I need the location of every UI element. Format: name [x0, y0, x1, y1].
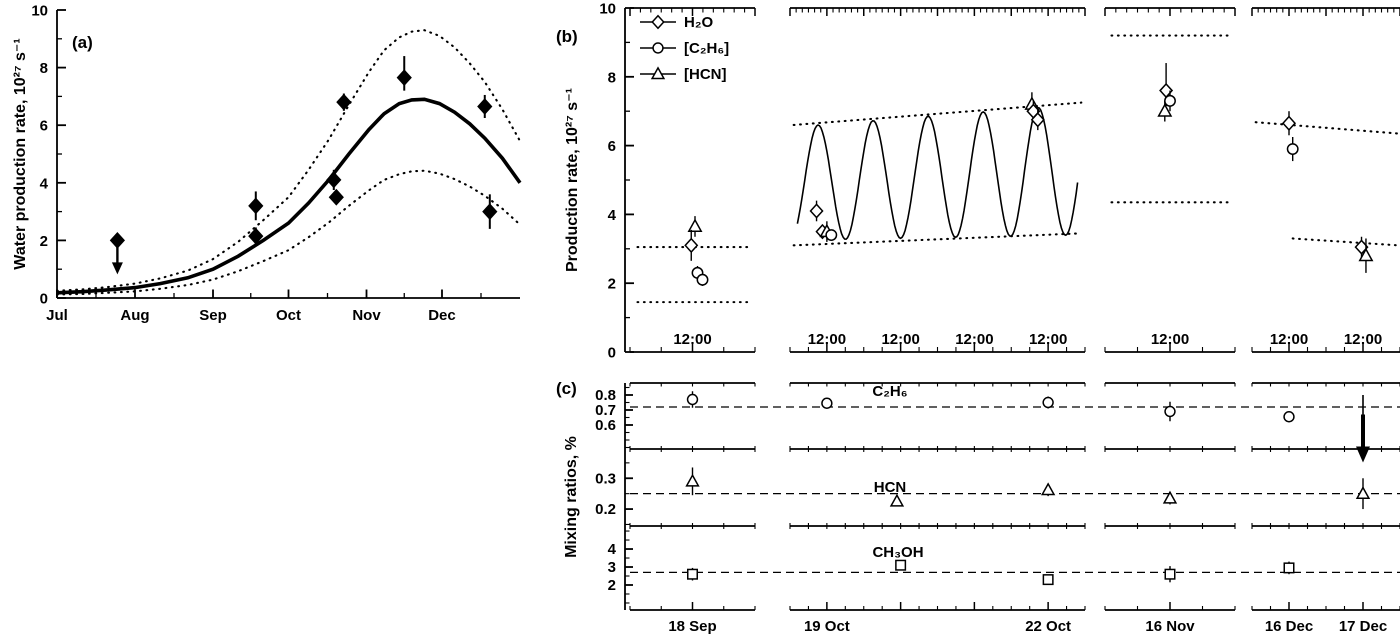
panel-b-points [684, 63, 1374, 286]
svg-text:12:00: 12:00 [1029, 331, 1067, 348]
svg-text:2: 2 [608, 276, 616, 293]
svg-text:4: 4 [608, 541, 617, 558]
svg-text:10: 10 [599, 1, 616, 18]
svg-text:2: 2 [40, 233, 48, 250]
svg-text:2: 2 [608, 577, 616, 594]
svg-text:10: 10 [31, 3, 48, 20]
svg-text:Oct: Oct [276, 307, 301, 324]
svg-text:0.6: 0.6 [595, 417, 616, 434]
panel-b-chart: 0 2 4 6 8 10 12:00 12:00 12:00 12:00 12:00 12:00 12:… [599, 1, 1400, 362]
panel-b-y-axis-title: Production rate, 10²⁷ s⁻¹ [564, 88, 581, 272]
svg-text:CH₃OH: CH₃OH [872, 544, 923, 561]
svg-text:0.7: 0.7 [595, 402, 616, 419]
panel-c-axes: 18 Sep 19 Oct 22 Oct 16 Nov 16 Dec 17 Dec0.60… [595, 382, 1400, 635]
panel-b-label: (b) [556, 27, 578, 46]
svg-text:16 Nov: 16 Nov [1145, 618, 1195, 635]
panel-b-rotation-curve [796, 106, 1079, 241]
panel-c-chart: 18 Sep 19 Oct 22 Oct 16 Nov 16 Dec 17 Dec0.60… [595, 382, 1400, 635]
svg-text:[C₂H₆]: [C₂H₆] [684, 40, 729, 57]
svg-text:12:00: 12:00 [881, 331, 919, 348]
svg-text:4: 4 [608, 207, 617, 224]
panel-a-y-axis-title: Water production rate, 10²⁷ s⁻¹ [12, 38, 29, 270]
svg-text:0.3: 0.3 [595, 470, 616, 487]
svg-text:Dec: Dec [428, 307, 456, 324]
svg-text:0: 0 [608, 345, 616, 362]
panel-a-axes: 0 2 4 6 8 10 Jul Aug Sep Oct Nov Dec [31, 3, 520, 324]
svg-text:22 Oct: 22 Oct [1025, 618, 1071, 635]
svg-text:6: 6 [40, 118, 48, 135]
panel-c-points [685, 391, 1371, 586]
svg-text:12:00: 12:00 [955, 331, 993, 348]
panel-c-dashed-guides [630, 406, 1400, 574]
svg-text:3: 3 [608, 559, 616, 576]
svg-text:17 Dec: 17 Dec [1339, 618, 1387, 635]
panel-b-dotted-guides [636, 34, 1400, 304]
svg-text:0.2: 0.2 [595, 501, 616, 518]
svg-text:Aug: Aug [120, 307, 149, 324]
panel-b-legend: H₂O [C₂H₆] [HCN] [640, 14, 729, 83]
svg-text:12:00: 12:00 [1151, 331, 1189, 348]
svg-text:0: 0 [40, 291, 48, 308]
panel-a-chart: 0 2 4 6 8 10 Jul Aug Sep Oct Nov Dec [31, 3, 522, 324]
svg-text:16 Dec: 16 Dec [1265, 618, 1313, 635]
svg-text:Jul: Jul [46, 307, 68, 324]
svg-text:Nov: Nov [352, 307, 381, 324]
svg-text:8: 8 [608, 69, 616, 86]
svg-text:18 Sep: 18 Sep [668, 618, 716, 635]
panel-b-axes: 0 2 4 6 8 10 12:00 12:00 12:00 12:00 12:00 12:00 12:… [599, 1, 1400, 362]
svg-text:H₂O: H₂O [684, 14, 713, 31]
svg-text:C₂H₆: C₂H₆ [872, 383, 907, 400]
panel-c-titles: C₂H₆ HCN CH₃OH [872, 383, 923, 561]
svg-text:12:00: 12:00 [808, 331, 846, 348]
svg-text:4: 4 [40, 175, 49, 192]
svg-text:6: 6 [608, 138, 616, 155]
svg-text:HCN: HCN [874, 479, 907, 496]
panel-a-label: (a) [72, 33, 93, 52]
svg-text:8: 8 [40, 60, 48, 77]
panel-c-label: (c) [556, 379, 577, 398]
svg-text:12:00: 12:00 [1344, 331, 1382, 348]
svg-text:12:00: 12:00 [673, 331, 711, 348]
svg-text:19 Oct: 19 Oct [804, 618, 850, 635]
panel-a-curves [55, 29, 522, 296]
svg-text:Sep: Sep [199, 307, 227, 324]
svg-text:[HCN]: [HCN] [684, 66, 727, 83]
svg-text:12:00: 12:00 [1270, 331, 1308, 348]
panel-a-points [109, 56, 498, 275]
svg-text:0.8: 0.8 [595, 387, 616, 404]
panel-c-y-axis-title: Mixing ratios, % [563, 436, 580, 558]
